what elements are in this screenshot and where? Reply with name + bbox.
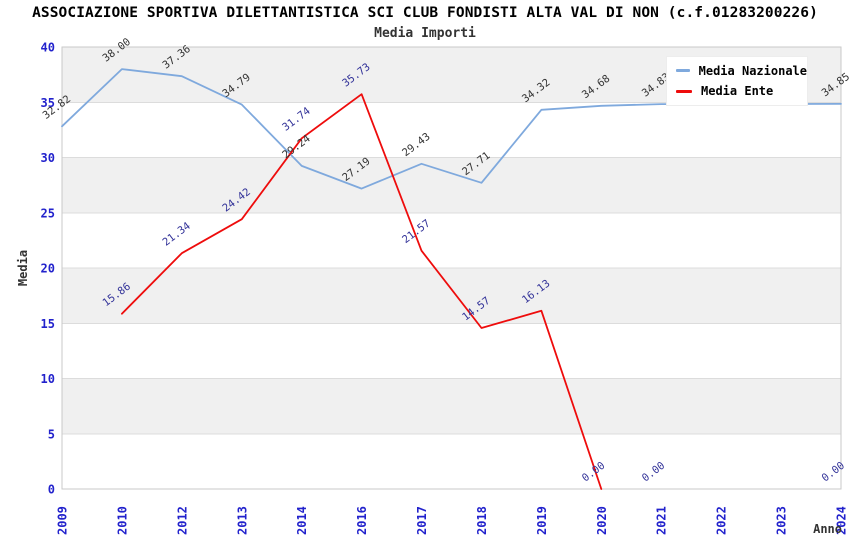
y-axis-tick-label: 5 <box>48 427 55 441</box>
x-axis-tick-label: 2013 <box>235 506 249 535</box>
chart-legend: Media Nazionale Media Ente <box>666 56 808 106</box>
x-axis-tick-label: 2024 <box>835 506 849 535</box>
x-axis-tick-label: 2009 <box>56 506 70 535</box>
media-nazionale-swatch-icon <box>676 69 690 73</box>
plot-band <box>62 157 841 213</box>
y-axis-tick-label: 30 <box>41 151 55 165</box>
legend-item-media-nazionale: Media Nazionale <box>676 64 807 78</box>
x-axis-tick-label: 2017 <box>415 506 429 535</box>
page-title: ASSOCIAZIONE SPORTIVA DILETTANTISTICA SC… <box>32 5 818 21</box>
x-axis-tick-label: 2016 <box>355 506 369 535</box>
y-axis-tick-label: 20 <box>41 262 55 276</box>
legend-label: Media Ente <box>701 84 774 99</box>
plot-band <box>62 212 841 268</box>
y-axis-title: Media <box>16 250 30 286</box>
chart-subtitle: Media Importi <box>374 26 476 41</box>
x-axis-tick-label: 2021 <box>655 506 669 535</box>
x-axis-tick-label: 2019 <box>535 506 549 535</box>
x-axis-tick-label: 2012 <box>175 506 189 535</box>
y-axis-tick-label: 25 <box>41 206 55 220</box>
legend-item-media-ente: Media Ente <box>676 84 807 98</box>
x-axis-tick-label: 2014 <box>295 506 309 535</box>
plot-band <box>62 433 841 489</box>
y-axis-tick-label: 15 <box>41 317 55 331</box>
x-axis-tick-label: 2020 <box>595 506 609 535</box>
x-axis-tick-label: 2023 <box>775 506 789 535</box>
y-axis-tick-label: 40 <box>41 41 55 55</box>
x-axis-title: Anno <box>813 522 842 536</box>
plot-band <box>62 268 841 324</box>
media-ente-line <box>121 93 603 490</box>
plot-band <box>62 102 841 158</box>
x-axis-tick-label: 2018 <box>475 506 489 535</box>
x-axis-tick-label: 2010 <box>115 506 129 535</box>
plot-border <box>61 46 842 490</box>
media-ente-swatch-icon <box>676 89 692 93</box>
plot-band <box>62 323 841 379</box>
y-axis-tick-label: 10 <box>41 372 55 386</box>
plot-band <box>62 378 841 434</box>
legend-label: Media Nazionale <box>698 63 807 78</box>
y-axis-tick-label: 0 <box>48 483 55 497</box>
x-axis-tick-label: 2022 <box>715 506 729 535</box>
y-axis-tick-label: 35 <box>41 96 55 110</box>
